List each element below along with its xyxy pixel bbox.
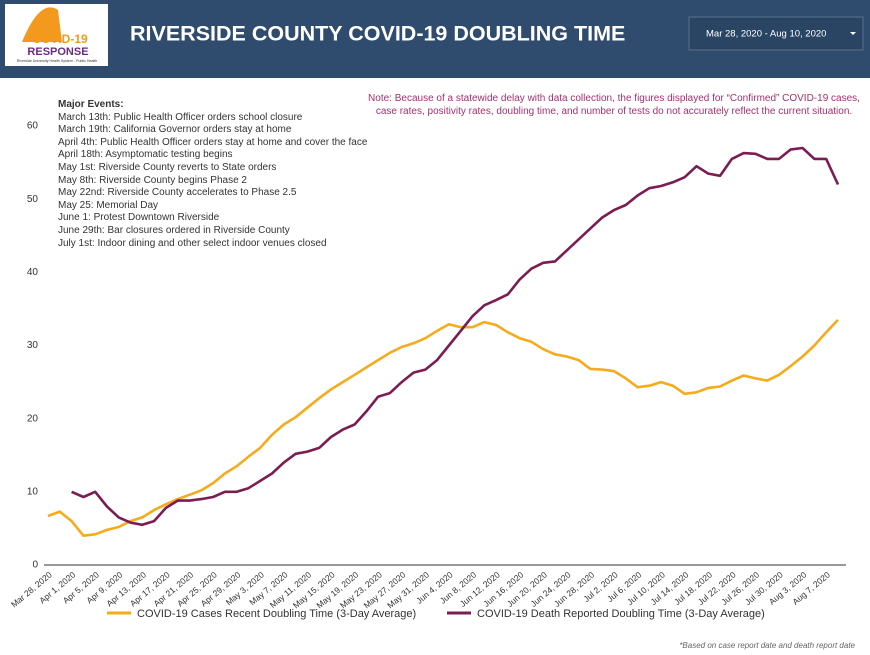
page-title: RIVERSIDE COUNTY COVID-19 DOUBLING TIME	[130, 22, 625, 46]
y-tick-label: 60	[27, 121, 39, 132]
dropdown-arrow[interactable]	[850, 32, 856, 35]
footnote: *Based on case report date and death rep…	[679, 641, 855, 650]
logo-shape	[22, 7, 62, 42]
event: March 19th: California Governor orders s…	[58, 124, 292, 136]
logo-title: COVID-19	[32, 32, 88, 46]
logo-title2: RESPONSE	[27, 46, 88, 58]
logo-subtitle: Riverside University Health System - Pub…	[17, 59, 98, 63]
series-line	[47, 319, 839, 537]
series-line	[71, 146, 840, 527]
y-tick-label: 20	[27, 413, 39, 424]
events-title: Major Events:	[58, 99, 124, 110]
y-tick-label: 50	[27, 194, 39, 205]
events-panel: Major Events: March 13th: Public Health …	[58, 99, 367, 250]
event: May 25: Memorial Day	[58, 199, 159, 211]
y-tick-label: 30	[27, 340, 39, 351]
event: March 13th: Public Health Officer orders…	[58, 111, 303, 123]
event: May 8th: Riverside County begins Phase 2	[58, 174, 247, 186]
note: Note: Because of a statewide delay with …	[368, 93, 860, 117]
date-range[interactable]: Mar 28, 2020 - Aug 10, 2020	[706, 29, 826, 40]
event: May 22nd: Riverside County accelerates t…	[58, 187, 297, 199]
event: April 18th: Asymptomatic testing begins	[58, 149, 233, 161]
y-tick-label: 10	[27, 486, 39, 497]
event: May 1st: Riverside County reverts to Sta…	[58, 161, 277, 173]
event: June 1: Protest Downtown Riverside	[58, 212, 220, 224]
y-tick-label: 40	[27, 267, 39, 278]
event: June 29th: Bar closures ordered in River…	[58, 224, 290, 236]
event: July 1st: Indoor dining and other select…	[58, 237, 327, 249]
legend-label: COVID-19 Death Reported Doubling Time (3…	[477, 608, 765, 620]
event: April 4th: Public Health Officer orders …	[58, 136, 368, 148]
date-filter-box[interactable]	[688, 16, 864, 51]
y-tick-label: 0	[32, 560, 38, 571]
date-filter[interactable]: Mar 28, 2020 - Aug 10, 2020	[688, 16, 864, 51]
legend-label: COVID-19 Cases Recent Doubling Time (3-D…	[137, 608, 416, 620]
